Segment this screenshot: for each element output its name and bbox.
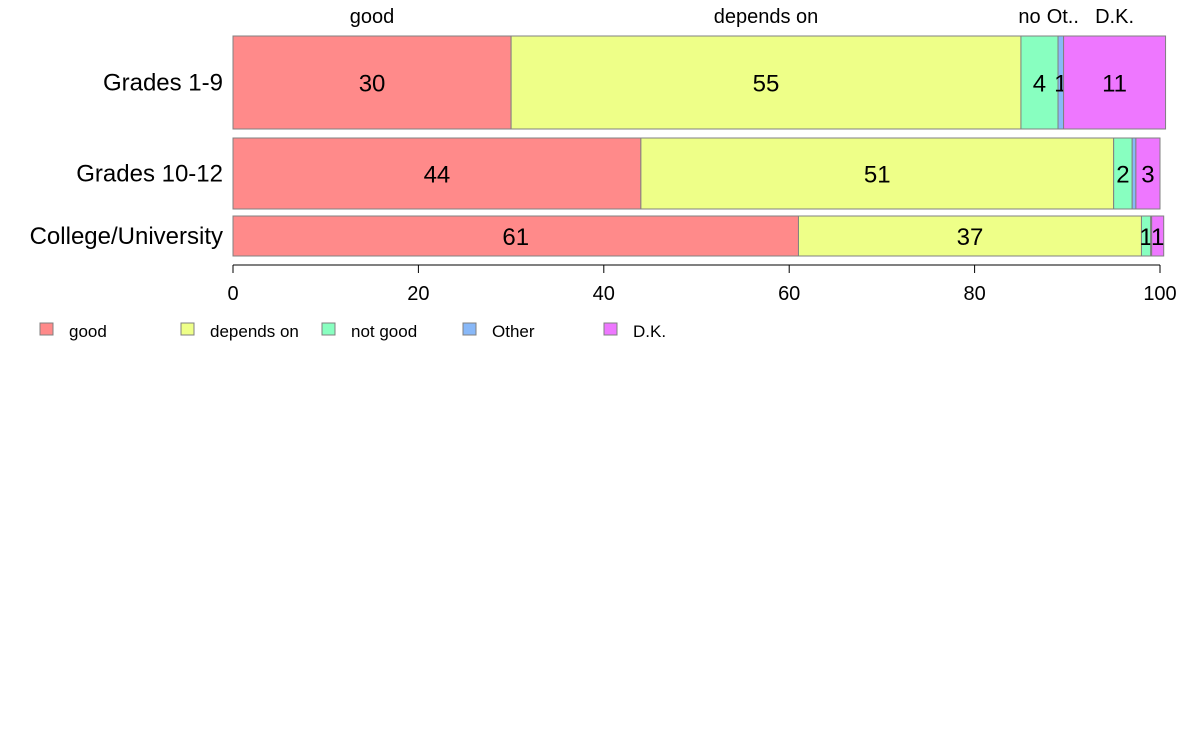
bar-segment-1-4 xyxy=(1135,137,1161,210)
legend-label-0: good xyxy=(69,322,107,341)
x-tick-label-1: 20 xyxy=(407,283,429,305)
legend-label-2: not good xyxy=(351,322,417,341)
category-label-1: Grades 10-12 xyxy=(76,161,223,188)
bar-segment-2-0 xyxy=(232,215,799,257)
legend-swatch-0 xyxy=(39,322,54,336)
bar-segment-1-0 xyxy=(232,137,642,210)
data-label-1-1: 51 xyxy=(864,162,891,189)
bar-segment-2-1 xyxy=(797,215,1142,257)
x-tick-label-3: 60 xyxy=(778,283,800,305)
legend-swatch-4 xyxy=(603,322,618,336)
top-labels: good depends on no Ot.. D.K. xyxy=(350,6,1134,28)
data-label-1-0: 44 xyxy=(424,162,451,189)
x-tick-label-2: 40 xyxy=(593,283,615,305)
legend-swatch-1 xyxy=(180,322,195,336)
bar-segment-1-3 xyxy=(1131,137,1137,210)
legend-swatch-3 xyxy=(462,322,477,336)
x-tick-label-5: 100 xyxy=(1143,283,1176,305)
data-label-0-1: 55 xyxy=(753,71,780,98)
data-label-0-0: 30 xyxy=(359,71,386,98)
top-label-2: no xyxy=(1018,6,1040,28)
legend-label-4: D.K. xyxy=(633,322,666,341)
bar-segment-1-1 xyxy=(640,137,1115,210)
top-label-4: D.K. xyxy=(1095,6,1134,28)
category-labels: Grades 1-9 Grades 10-12 College/University xyxy=(30,70,223,251)
x-tick-label-0: 0 xyxy=(227,283,238,305)
data-label-2-0: 61 xyxy=(502,224,529,251)
bar-segment-0-2 xyxy=(1020,35,1059,130)
data-label-2-2: 1 xyxy=(1139,224,1152,251)
data-label-0-2: 4 xyxy=(1033,71,1046,98)
legend: good depends on not good Other D.K. xyxy=(39,322,666,341)
legend-swatch-2 xyxy=(321,322,336,336)
data-label-0-4: 11 xyxy=(1102,71,1127,98)
bar-segment-0-0 xyxy=(232,35,512,130)
legend-label-3: Other xyxy=(492,322,535,341)
category-label-0: Grades 1-9 xyxy=(103,70,223,97)
top-label-0: good xyxy=(350,6,395,28)
bar-segment-0-4 xyxy=(1063,35,1167,130)
bar-segment-2-4 xyxy=(1151,215,1165,257)
legend-label-1: depends on xyxy=(210,322,299,341)
x-axis: 0 20 40 60 80 100 xyxy=(227,264,1177,305)
data-label-2-1: 37 xyxy=(957,224,984,251)
data-label-1-4: 3 xyxy=(1141,162,1154,189)
data-label-2-4: 1 xyxy=(1151,224,1164,251)
category-label-2: College/University xyxy=(30,223,223,250)
top-label-1: depends on xyxy=(714,6,819,28)
data-label-1-2: 2 xyxy=(1116,162,1129,189)
bar-segment-0-1 xyxy=(510,35,1022,130)
x-tick-label-4: 80 xyxy=(963,283,985,305)
top-label-3: Ot.. xyxy=(1047,6,1079,28)
